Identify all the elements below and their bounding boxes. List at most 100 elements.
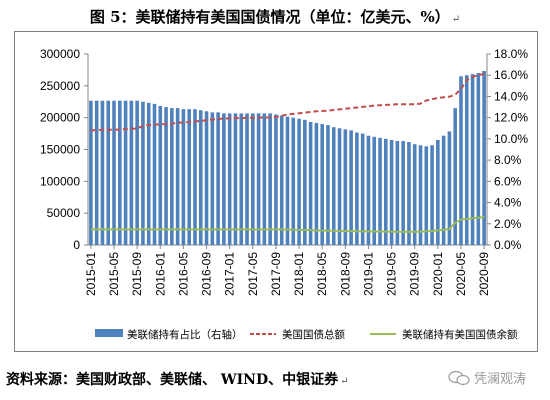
bar-share-2016-02 [164, 107, 168, 245]
bar-share-2017-01 [227, 113, 232, 245]
bar-share-2015-03 [100, 100, 105, 245]
x-tick-label: 2016-09 [200, 252, 214, 296]
chart-title: 图 5：美联储持有美国国债情况（单位：亿美元、%） ↵ [89, 8, 461, 26]
bar-share-2018-06 [326, 125, 330, 245]
bar-share-2017-03 [239, 113, 244, 245]
bar-share-2016-06 [187, 109, 191, 245]
x-tick-label: 2018-05 [315, 252, 329, 296]
watermark-text: 凭澜观涛 [474, 372, 527, 387]
right-tick-label: 16.0% [494, 68, 528, 82]
bar-share-2018-04 [314, 122, 319, 245]
bar-share-2015-11 [146, 102, 151, 245]
x-tick-label: 2018-01 [292, 252, 306, 296]
bar-share-2016-07 [193, 109, 197, 245]
bar-share-2015-02 [94, 100, 99, 245]
left-tick-label: 150000 [40, 143, 80, 157]
bar-share-2019-02 [372, 136, 377, 245]
bar-share-2015-10 [141, 101, 145, 245]
bar-share-2017-11 [285, 116, 290, 245]
bar-share-2017-04 [245, 113, 249, 245]
bar-share-2020-07 [470, 74, 475, 246]
bar-share-2019-12 [430, 145, 434, 245]
bar-share-2018-05 [320, 124, 324, 245]
bar-share-2015-06 [118, 100, 122, 245]
right-tick-label: 2.0% [494, 217, 522, 231]
bar-share-2020-09 [482, 70, 486, 245]
bar-share-2020-04 [453, 108, 457, 245]
bar-share-2015-01 [89, 100, 93, 245]
bar-share-2020-05 [459, 76, 463, 246]
bar-share-2019-01 [366, 135, 371, 245]
x-tick-label: 2016-01 [153, 252, 167, 296]
bar-share-2016-05 [181, 109, 186, 245]
right-tick-label: 8.0% [494, 153, 522, 167]
bar-share-2018-11 [355, 132, 359, 245]
x-tick-label: 2019-01 [361, 252, 375, 296]
bar-share-2017-08 [268, 113, 272, 245]
bar-share-2015-07 [123, 100, 128, 245]
bar-share-2017-07 [262, 113, 267, 245]
bar-share-2019-06 [395, 141, 400, 245]
x-tick-label: 2019-09 [408, 252, 422, 296]
bar-share-2019-05 [389, 139, 394, 245]
left-tick-label: 0 [73, 238, 80, 252]
line-fed-holdings [90, 215, 485, 233]
left-tick-label: 300000 [40, 47, 80, 61]
source-note: 资料来源：美国财政部、美联储、 WIND、中银证券 ↵ [6, 372, 349, 388]
x-tick-label: 2015-09 [130, 252, 144, 296]
bar-share-2018-12 [360, 133, 365, 245]
bar-share-2016-09 [204, 111, 209, 245]
legend-total-treasury-label: 美国国债总额 [282, 328, 345, 341]
bar-share-2018-08 [337, 128, 342, 245]
bar-share-2017-06 [256, 113, 261, 245]
x-tick-label: 2016-05 [176, 252, 190, 296]
bar-share-2017-12 [291, 117, 296, 245]
left-tick-label: 50000 [47, 206, 81, 220]
bar-share-2015-12 [152, 103, 157, 245]
bar-share-2016-12 [222, 113, 226, 245]
line-total-treasury [90, 73, 485, 132]
bar-share-2015-08 [129, 100, 134, 245]
wechat-icon [448, 370, 470, 385]
bar-share-2020-01 [436, 139, 440, 245]
x-tick-label: 2018-09 [338, 252, 352, 296]
left-tick-label: 100000 [40, 174, 80, 188]
bar-share-2018-02 [303, 119, 307, 245]
bar-share-2016-01 [158, 105, 163, 245]
bar-share-2019-11 [424, 146, 429, 245]
bar-share-2019-07 [401, 141, 405, 245]
legend-bar-share-label: 美联储持有占比（右轴） [127, 328, 243, 341]
bar-share-2015-09 [135, 100, 139, 245]
bar-share-2016-11 [216, 112, 220, 245]
x-tick-label: 2015-01 [84, 252, 98, 296]
bar-share-2017-09 [274, 114, 278, 245]
bar-share-2018-03 [308, 121, 313, 245]
right-tick-label: 12.0% [494, 111, 528, 125]
bar-share-2020-03 [447, 131, 452, 245]
x-tick-label: 2017-01 [223, 252, 237, 296]
bar-share-2018-01 [297, 118, 301, 245]
bar-share-2016-03 [170, 108, 174, 245]
x-tick-label: 2020-05 [454, 252, 468, 296]
x-tick-label: 2020-01 [431, 252, 445, 296]
left-tick-label: 250000 [40, 79, 80, 93]
x-tick-label: 2020-09 [477, 252, 491, 296]
bar-share-2019-08 [407, 142, 411, 245]
bar-share-2019-09 [412, 144, 417, 245]
x-tick-label: 2017-05 [246, 252, 260, 296]
bar-share-2016-08 [198, 110, 203, 245]
right-tick-label: 10.0% [494, 132, 528, 146]
watermark: 凭澜观涛 [448, 368, 526, 387]
bar-share-2017-02 [233, 113, 238, 245]
chart-svg: 0 50000 100000 150000 200000 250000 300000 0.0%… [40, 47, 528, 341]
bar-share-2015-05 [112, 100, 116, 245]
legend-fed-holdings-label: 美联储持有美国国债余额 [402, 328, 518, 341]
chart-frame: 0 50000 100000 150000 200000 250000 300000 0.0%… [14, 31, 538, 352]
bar-share-2018-10 [349, 130, 353, 245]
bar-share-2020-02 [441, 135, 446, 245]
bar-share-2019-03 [378, 137, 382, 245]
x-tick-label: 2019-05 [385, 252, 399, 296]
left-tick-label: 200000 [40, 111, 80, 125]
bar-share-2016-04 [175, 108, 180, 245]
bar-share-2020-08 [476, 73, 481, 245]
